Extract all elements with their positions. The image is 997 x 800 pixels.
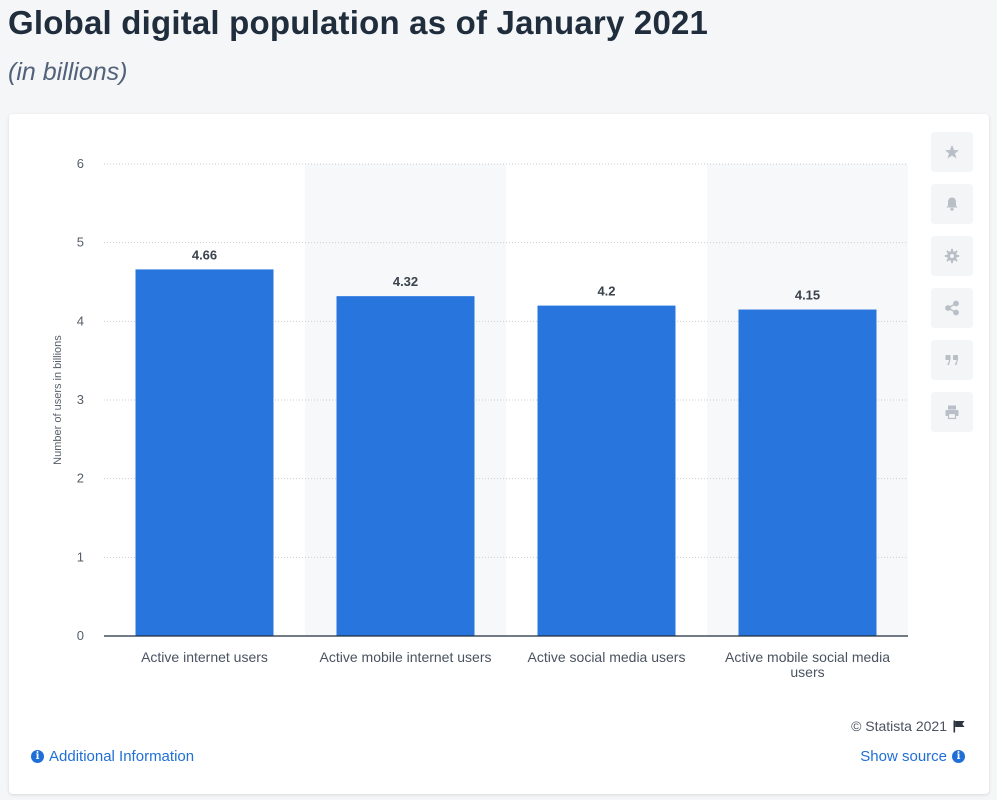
info-icon: i [31,750,44,763]
x-tick-label: Active mobile internet users [320,649,492,665]
show-source-link[interactable]: Show source i [860,748,965,765]
x-tick-label: Active mobile social media users [725,649,890,680]
favorite-button[interactable] [931,132,973,172]
share-icon [945,300,959,316]
y-tick-label: 0 [77,628,84,643]
additional-info-link[interactable]: i Additional Information [31,748,194,765]
y-tick-label: 6 [77,156,84,171]
y-tick-label: 4 [77,313,84,328]
flag-icon [953,720,965,732]
x-tick-label: Active social media users [528,649,686,665]
bar [537,305,676,636]
show-source-label: Show source [860,748,947,765]
statista-credit: © Statista 2021 [851,718,965,734]
data-label: 4.32 [393,274,418,289]
quote-icon [945,355,958,365]
alert-button[interactable] [931,184,973,224]
star-icon [945,145,959,159]
bar-chart: 0 1 2 3 4 5 6 Number of users in billions 4.66 Ac… [52,156,908,680]
cite-button[interactable] [931,340,973,380]
bar [738,309,877,636]
print-button[interactable] [931,392,973,432]
chart-toolbar [931,132,973,444]
bell-icon [946,197,958,211]
additional-info-label: Additional Information [49,748,195,765]
y-axis-label: Number of users in billions [52,335,64,465]
credit-text: © Statista 2021 [851,718,947,734]
y-tick-label: 5 [77,235,84,250]
bar [135,269,274,636]
y-tick-label: 3 [77,392,84,407]
data-label: 4.15 [795,288,820,303]
chart-card: 0 1 2 3 4 5 6 Number of users in billions 4.66 Ac… [9,114,989,794]
data-label: 4.66 [192,247,217,262]
settings-button[interactable] [931,236,973,276]
chart-subtitle: (in billions) [8,58,128,86]
info-icon: i [952,750,965,763]
data-label: 4.2 [597,284,615,299]
bar [336,296,475,636]
gear-icon [944,248,960,264]
y-tick-label: 1 [77,549,84,564]
share-button[interactable] [931,288,973,328]
x-tick-label: Active internet users [141,649,268,665]
print-icon [945,405,959,420]
y-tick-label: 2 [77,471,84,486]
chart-title: Global digital population as of January … [8,4,709,41]
